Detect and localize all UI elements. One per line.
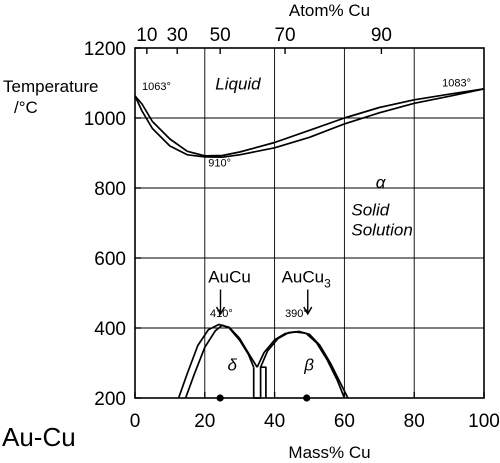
phase-boundaries <box>134 88 485 399</box>
phase-label: AuCu3 <box>282 268 332 291</box>
y-tick-label: 600 <box>94 249 126 270</box>
composition-marker <box>216 394 224 402</box>
phase-boundary-ordering-left-inner <box>184 324 255 399</box>
phase-boundary-gap-boundary <box>252 366 267 399</box>
axis-ticks <box>134 47 485 399</box>
system-label: Au-Cu <box>2 422 76 452</box>
top-tick-label: 50 <box>210 25 231 46</box>
region-label: Solid <box>351 200 389 219</box>
x-tick-label: 100 <box>468 411 500 432</box>
x-tick-label: 20 <box>194 411 215 432</box>
phase-boundary-solidus <box>134 88 485 159</box>
top-tick-label: 10 <box>136 25 157 46</box>
composition-markers <box>216 394 311 402</box>
y-tick-label: 1200 <box>84 39 126 60</box>
top-tick-label: 90 <box>371 25 392 46</box>
top-tick-label: 30 <box>167 25 188 46</box>
x-tick-label: 60 <box>334 411 355 432</box>
region-label: Liquid <box>215 74 261 93</box>
temperature-annotation: 910° <box>208 157 231 169</box>
x-tick-label: 40 <box>264 411 285 432</box>
x-tick-label: 80 <box>404 411 425 432</box>
temperature-annotation: 1083° <box>442 78 471 90</box>
top-tick-label: 70 <box>274 25 295 46</box>
y-tick-label: 800 <box>94 179 126 200</box>
region-label: Solution <box>351 221 412 240</box>
y-axis-label: Temperature <box>3 77 98 96</box>
x-tick-label: 0 <box>130 411 141 432</box>
region-label: β <box>303 356 314 375</box>
x-axis-label: Mass% Cu <box>288 443 370 462</box>
top-axis-label: Atom% Cu <box>289 1 370 20</box>
arrow-head <box>215 306 226 316</box>
phase-boundary-ordering-right-inner <box>256 331 346 399</box>
composition-marker <box>303 394 311 402</box>
temperature-annotation: 1063° <box>142 81 171 93</box>
phase-boundary-liquidus <box>134 88 485 157</box>
arrow-head <box>303 306 313 316</box>
temperature-annotation: 410° <box>210 308 233 320</box>
y-tick-label: 200 <box>94 389 126 410</box>
y-tick-label: 400 <box>94 319 126 340</box>
region-label: δ <box>227 356 237 375</box>
phase-label: AuCu <box>208 268 251 287</box>
y-axis-unit: /°C <box>14 98 38 117</box>
grid <box>135 48 484 398</box>
y-tick-label: 1000 <box>84 109 126 130</box>
region-label: α <box>376 173 387 192</box>
chart-text: 0 20 40 60 80 100 200 400 600 800 1000 1200 10 30 50 70… <box>84 25 500 432</box>
temperature-annotation: 390° <box>285 308 308 320</box>
